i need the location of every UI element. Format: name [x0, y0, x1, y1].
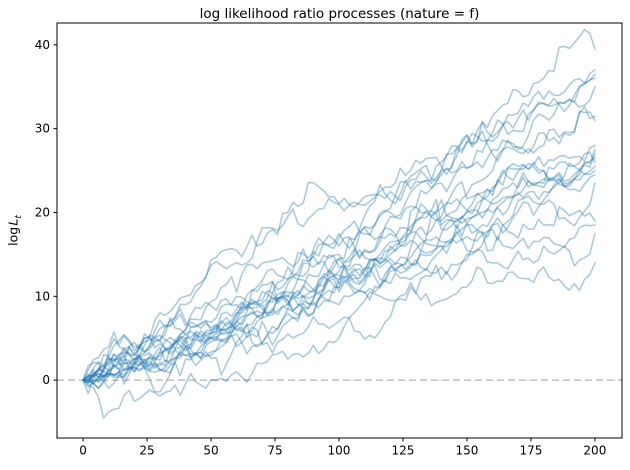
- series-line-path-20: [82, 261, 596, 419]
- x-tick-label: 25: [139, 444, 154, 458]
- x-tick-label: 150: [455, 444, 478, 458]
- series-line-path-03: [82, 73, 596, 382]
- series-line-path-14: [82, 162, 596, 390]
- series-line-path-08: [82, 144, 596, 384]
- series-line-path-06: [82, 106, 596, 383]
- y-tick-label: 10: [35, 289, 50, 303]
- series-line-path-18: [82, 224, 596, 395]
- x-tick-label: 75: [267, 444, 282, 458]
- x-tick-label: 175: [519, 444, 542, 458]
- series-line-path-04: [82, 77, 596, 382]
- series-line-path-10: [82, 153, 596, 384]
- series-line-path-13: [82, 165, 596, 385]
- y-axis-label-sub: t: [14, 215, 24, 219]
- series-line-path-17: [82, 206, 596, 382]
- series-line-path-11: [82, 157, 596, 390]
- x-tick-label: 200: [583, 444, 606, 458]
- x-tick-label: 0: [79, 444, 87, 458]
- series-line-path-15: [82, 173, 596, 382]
- series-line-path-09: [82, 148, 596, 382]
- x-tick-label: 125: [392, 444, 415, 458]
- series-line-path-01: [82, 28, 596, 393]
- y-tick-label: 20: [35, 205, 50, 219]
- y-tick-label: 30: [35, 122, 50, 136]
- y-tick-label: 0: [42, 373, 50, 387]
- x-tick-label: 100: [328, 444, 351, 458]
- y-tick-label: 40: [35, 38, 50, 52]
- axes-spines: [56, 22, 623, 439]
- series-line-path-05: [82, 85, 596, 384]
- y-axis-label-var: L: [5, 218, 21, 226]
- series-line-path-07: [82, 110, 596, 382]
- y-axis-label-prefix: log: [5, 226, 21, 246]
- series-line-path-12: [82, 151, 596, 382]
- y-axis-label: log Lt: [5, 171, 25, 291]
- series-line-path-19: [82, 232, 596, 382]
- series-line-path-02: [82, 69, 596, 384]
- x-tick-label: 50: [203, 444, 218, 458]
- chart-title: log likelihood ratio processes (nature =…: [199, 6, 480, 22]
- series-line-path-16: [82, 182, 596, 382]
